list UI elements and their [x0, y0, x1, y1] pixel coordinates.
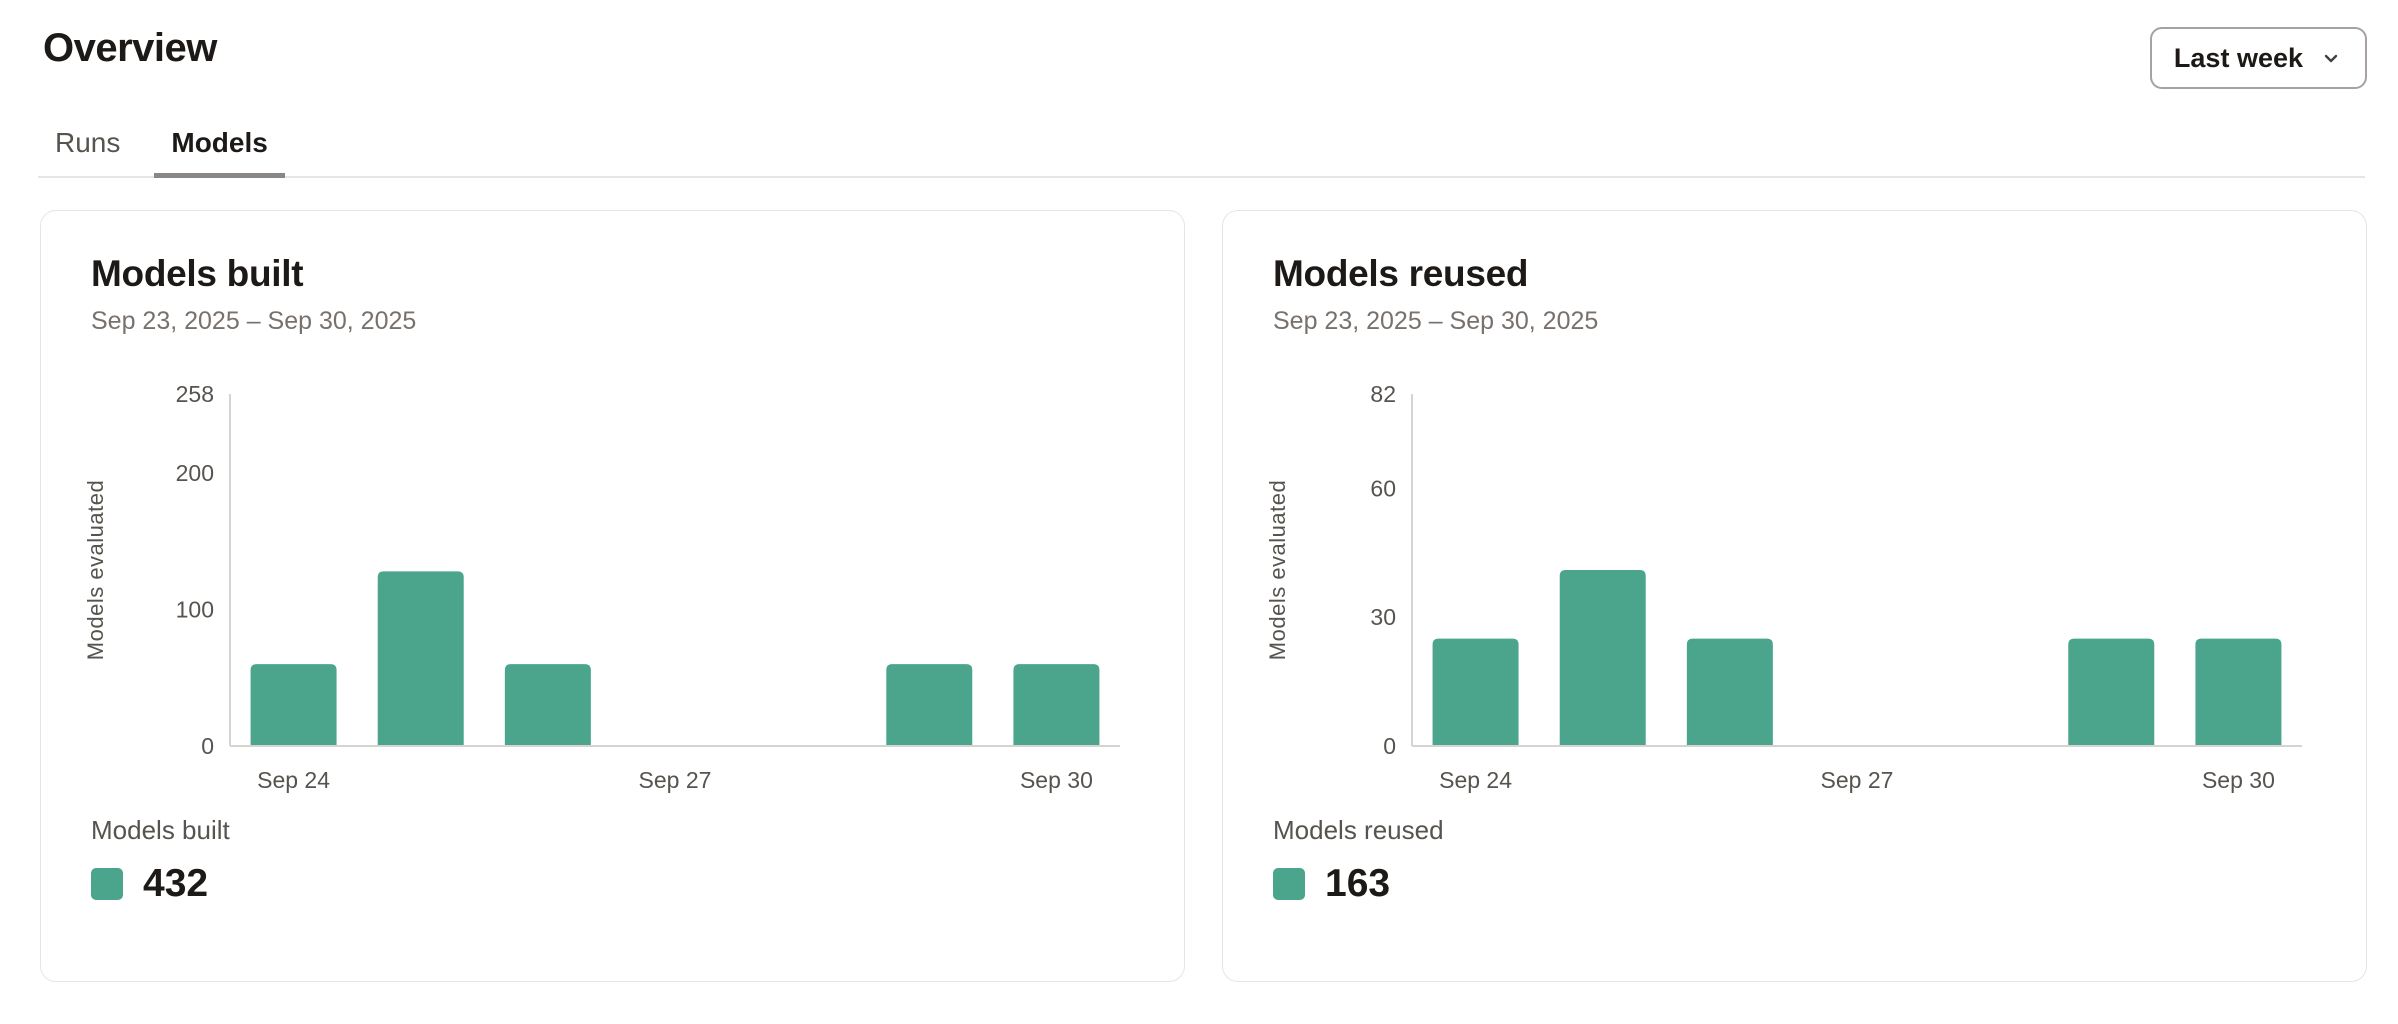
- bar-sep-25: [1559, 570, 1646, 746]
- models-reused-card: Models reused Sep 23, 2025 – Sep 30, 202…: [1222, 210, 2367, 982]
- legend: Models reused 163: [1273, 815, 1444, 906]
- bar-sep-30: [1013, 664, 1100, 746]
- x-tick-label: Sep 24: [257, 767, 330, 793]
- bar-sep-24: [250, 664, 337, 746]
- card-date-range: Sep 23, 2025 – Sep 30, 2025: [91, 307, 417, 335]
- legend-label: Models built: [91, 815, 230, 845]
- bar-sep-26: [504, 664, 591, 746]
- legend-swatch: [91, 868, 123, 900]
- y-tick-label: 0: [201, 733, 214, 759]
- x-tick-label: Sep 24: [1439, 767, 1512, 793]
- tab-runs[interactable]: Runs: [55, 127, 121, 158]
- bar-sep-29: [886, 664, 973, 746]
- bar-sep-25: [377, 571, 464, 746]
- period-selector[interactable]: Last week: [2149, 27, 2367, 89]
- x-tick-label: Sep 27: [639, 767, 712, 793]
- bar-sep-29: [2068, 638, 2155, 746]
- y-tick-label: 60: [1370, 475, 1396, 501]
- legend: Models built 432: [91, 815, 230, 906]
- y-axis-title: Models evaluated: [1265, 480, 1290, 660]
- card-title: Models reused: [1273, 253, 1529, 294]
- tab-bar: Runs Models: [38, 118, 2365, 178]
- x-tick-label: Sep 30: [2202, 767, 2275, 793]
- y-tick-label: 30: [1370, 604, 1396, 630]
- bar-sep-24: [1432, 638, 1519, 746]
- y-tick-label: 200: [176, 460, 214, 486]
- legend-row: 432: [91, 862, 230, 906]
- x-tick-label: Sep 27: [1821, 767, 1894, 793]
- bar-sep-30: [2195, 638, 2282, 746]
- legend-swatch: [1273, 868, 1305, 900]
- y-tick-label: 258: [176, 381, 214, 407]
- y-axis-title: Models evaluated: [83, 480, 108, 660]
- card-date-range: Sep 23, 2025 – Sep 30, 2025: [1273, 307, 1599, 335]
- legend-value: 432: [143, 862, 209, 905]
- models-built-card: Models built Sep 23, 2025 – Sep 30, 2025…: [40, 210, 1185, 982]
- page-title: Overview: [43, 26, 217, 70]
- x-tick-label: Sep 30: [1020, 767, 1093, 793]
- y-tick-label: 0: [1383, 733, 1396, 759]
- bar-sep-26: [1686, 638, 1773, 746]
- chevron-down-icon: [2319, 46, 2343, 70]
- y-tick-label: 100: [176, 597, 214, 623]
- legend-row: 163: [1273, 862, 1444, 906]
- models-reused-chart: 0 30 60 82 Sep 24 Sep 27 Sep 30 Models evaluate…: [1265, 381, 2302, 793]
- tab-models[interactable]: Models: [154, 127, 286, 178]
- legend-label: Models reused: [1273, 815, 1444, 845]
- card-title: Models built: [91, 253, 304, 294]
- period-selector-label: Last week: [2173, 42, 2303, 73]
- y-tick-label: 82: [1370, 381, 1396, 407]
- models-built-chart: 0 100 200 258 Sep 24 Sep 27 Sep 30 Models evalu…: [83, 381, 1120, 793]
- legend-value: 163: [1325, 862, 1391, 905]
